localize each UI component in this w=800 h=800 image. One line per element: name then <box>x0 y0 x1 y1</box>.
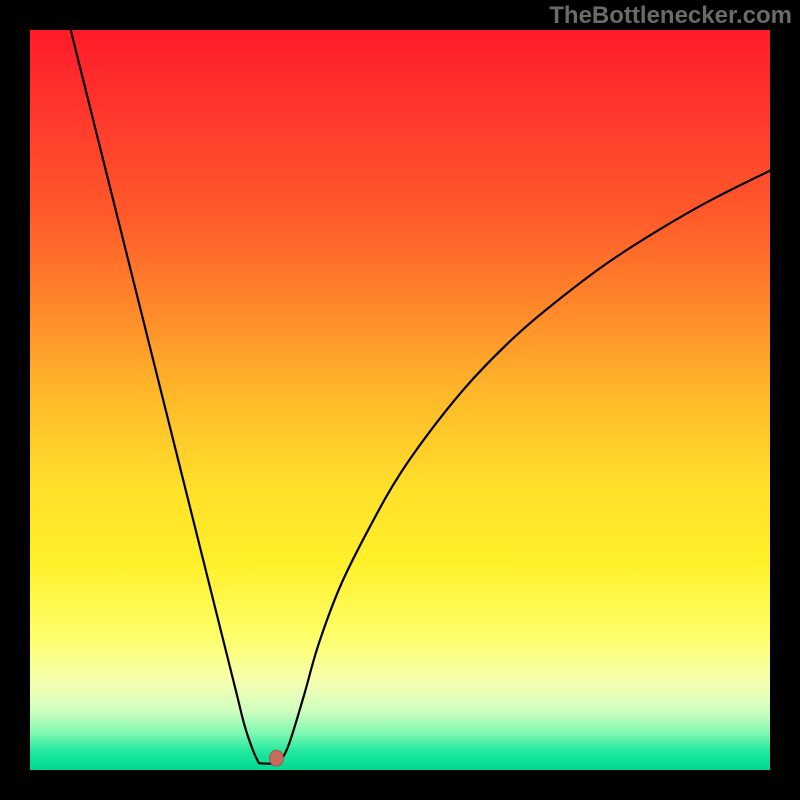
chart-container: TheBottlenecker.com <box>0 0 800 800</box>
plot-background <box>30 30 770 770</box>
bottleneck-chart <box>0 0 800 800</box>
optimal-point-marker <box>269 750 283 766</box>
watermark-text: TheBottlenecker.com <box>549 2 792 30</box>
